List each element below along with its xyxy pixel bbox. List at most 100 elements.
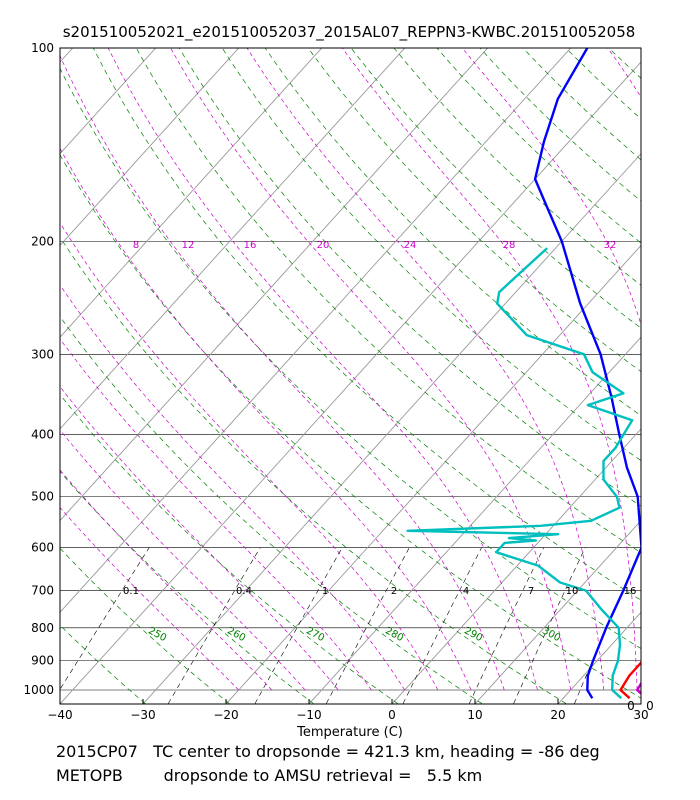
y-tick-label: 300 [31, 347, 54, 361]
moist-adiabat [60, 386, 339, 691]
moist-adiabat [60, 469, 273, 691]
moist-adiabat-label: 28 [503, 240, 516, 251]
moist-adiabat [60, 222, 439, 691]
dry-adiabat-label: 290 [462, 625, 484, 644]
mixing-ratio-line [402, 547, 482, 704]
isotherm-line [641, 19, 700, 704]
isotherm-line [60, 48, 572, 613]
moist-adiabat-label: 32 [604, 240, 617, 251]
y-tick-label: 900 [31, 654, 54, 668]
dry-adiabat [679, 34, 700, 704]
footer-line-2: METOPB dropsonde to AMSU retrieval = 5.5… [56, 766, 483, 785]
dry-adiabat-label: 270 [304, 625, 326, 644]
y-tick-label: 600 [31, 541, 54, 555]
moist-adiabat [60, 338, 372, 691]
x-tick-label: 20 [550, 708, 565, 722]
isotherm-line [392, 428, 641, 704]
isotherm-line [60, 48, 406, 430]
moist-adiabat [60, 147, 472, 691]
y-tick-label: 400 [31, 428, 54, 442]
dry-adiabat [60, 624, 146, 704]
moist-adiabat-label: 16 [244, 240, 257, 251]
mixing-ratio-label: 0.4 [236, 586, 252, 597]
dry-adiabat-label: 300 [540, 625, 562, 644]
y-tick-label: 1000 [23, 683, 54, 697]
moist-adiabat [246, 48, 605, 691]
dry-adiabat [60, 702, 62, 704]
y-tick-label: 500 [31, 490, 54, 504]
y-tick-label: 800 [31, 621, 54, 635]
dry-adiabat [178, 48, 641, 507]
dry-adiabat-label: 260 [225, 625, 247, 644]
moist-adiabat [60, 429, 306, 691]
moist-adiabat-label: 24 [404, 240, 417, 251]
corner-label: 0 [627, 699, 635, 713]
chart-title: s201510052021_e201510052037_2015AL07_REP… [63, 23, 636, 42]
series-line-2 [635, 681, 641, 696]
x-tick-label: 10 [467, 708, 482, 722]
dry-adiabat [60, 470, 314, 704]
isotherm-line [60, 48, 323, 338]
series-line-1 [533, 48, 641, 699]
isotherm-line [60, 48, 240, 247]
dry-adiabat [60, 67, 641, 649]
dry-adiabat [608, 48, 641, 79]
isotherm-line [60, 61, 641, 704]
dry-adiabat [479, 48, 641, 202]
moist-adiabat [60, 54, 505, 691]
moist-adiabat [170, 48, 572, 691]
isotherm-line [60, 48, 157, 155]
mixing-ratio-label: 10 [566, 586, 579, 597]
x-tick-label: 30 [633, 708, 648, 722]
x-tick-label: −10 [296, 708, 321, 722]
isotherm-line [60, 48, 489, 522]
mixing-ratio-line [60, 547, 150, 690]
x-axis-label: Temperature (C) [296, 725, 403, 740]
moist-adiabat-label: 8 [133, 240, 139, 251]
isotherm-line [309, 336, 641, 704]
moist-adiabat-label: 12 [182, 240, 195, 251]
mixing-ratio-label: 16 [624, 586, 637, 597]
dry-adiabat [135, 48, 641, 554]
moist-adiabat [60, 284, 405, 691]
dry-adiabat [221, 48, 641, 462]
mixing-ratio-line [469, 547, 544, 704]
dry-adiabat-label: 250 [146, 625, 168, 644]
x-tick-label: −20 [213, 708, 238, 722]
x-tick-label: −30 [130, 708, 155, 722]
y-tick-label: 200 [31, 234, 54, 248]
isotherm-line [226, 244, 641, 704]
dry-adiabat [60, 316, 483, 704]
series-line-0 [619, 660, 641, 700]
mixing-ratio-line [254, 547, 343, 704]
dry-adiabat [307, 48, 641, 373]
mixing-ratio-label: 1 [322, 586, 328, 597]
mixing-ratio-label: 0.1 [123, 586, 139, 597]
x-tick-label: −40 [47, 708, 72, 722]
isotherm-line [0, 19, 16, 704]
mixing-ratio-line [513, 547, 586, 704]
dry-adiabat [60, 154, 641, 699]
plot-frame [59, 47, 642, 705]
mixing-ratio-label: 7 [528, 586, 534, 597]
mixing-ratio-label: 2 [391, 586, 397, 597]
dry-adiabat [565, 48, 641, 120]
dry-adiabat [637, 34, 700, 704]
dry-adiabat-label: 280 [383, 625, 405, 644]
x-tick-label: 0 [388, 708, 396, 722]
dry-adiabat [393, 48, 641, 286]
dry-adiabat [60, 236, 567, 704]
dry-adiabat [436, 48, 641, 244]
mixing-ratio-line [326, 547, 410, 704]
moist-adiabat [60, 507, 239, 691]
moist-adiabat-label: 20 [317, 240, 330, 251]
y-tick-label: 700 [31, 584, 54, 598]
mixing-ratio-label: 4 [463, 586, 469, 597]
corner-label: 0 [646, 699, 654, 713]
dry-adiabat [92, 48, 641, 601]
isotherm-line [558, 611, 641, 704]
dry-adiabat [350, 48, 641, 329]
isotherm-line [143, 153, 641, 704]
footer-line-1: 2015CP07 TC center to dropsonde = 421.3 … [56, 742, 600, 761]
